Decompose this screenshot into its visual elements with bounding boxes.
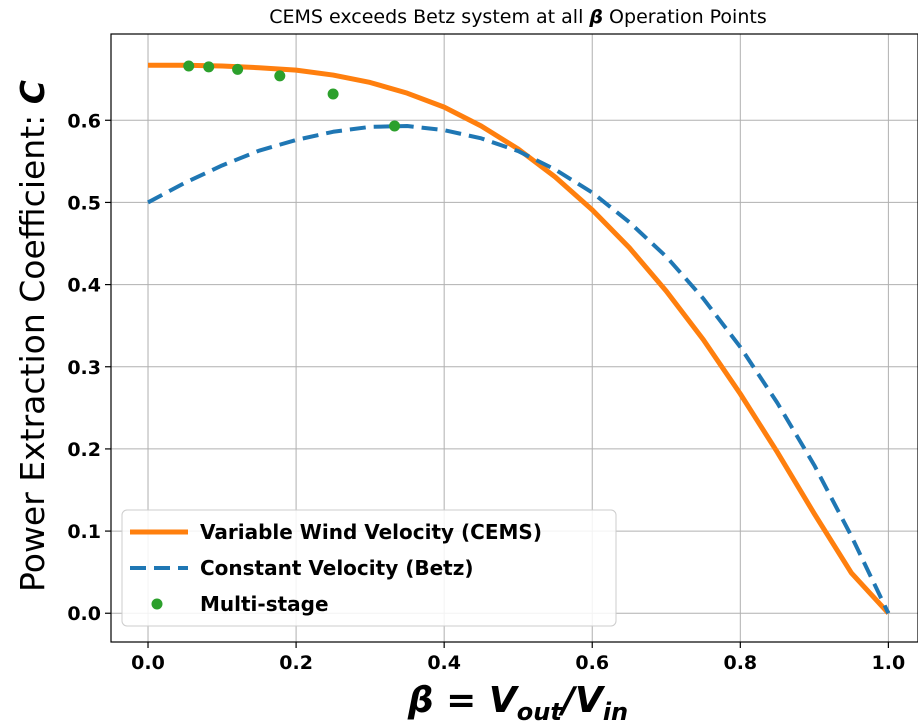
legend: Variable Wind Velocity (CEMS) Constant V…: [121, 509, 617, 627]
multistage-point: [389, 120, 401, 132]
y-tick-label: 0.6: [67, 110, 101, 132]
xlabel-eq: =: [434, 680, 489, 721]
xlabel-slash: /V: [558, 680, 606, 721]
legend-label-cems: Variable Wind Velocity (CEMS): [200, 520, 542, 544]
legend-label-multistage: Multi-stage: [200, 592, 329, 616]
chart-title: CEMS exceeds Betz system at all β Operat…: [269, 6, 766, 28]
xlabel-in: in: [603, 698, 628, 723]
y-tick-label: 0.1: [67, 521, 101, 543]
y-tick-label: 0.4: [67, 275, 101, 297]
xlabel-beta: β: [407, 680, 434, 721]
y-tick-label: 0.0: [67, 603, 101, 625]
legend-label-betz: Constant Velocity (Betz): [200, 556, 474, 580]
xlabel-v: V: [489, 680, 520, 721]
y-axis-label: Power Extraction Coefficient: C: [13, 80, 52, 592]
ylabel-symbol: C: [13, 80, 52, 104]
title-symbol: β: [588, 6, 603, 28]
multistage-point: [327, 88, 339, 100]
legend-box: [121, 509, 617, 627]
x-tick-label: 0.2: [279, 652, 313, 674]
ylabel-text: Power Extraction Coefficient:: [13, 104, 52, 592]
x-tick-label: 0.6: [575, 652, 609, 674]
x-axis-label: β = Vout/Vin: [407, 680, 628, 723]
x-tick-label: 1.0: [872, 652, 906, 674]
multistage-point: [203, 61, 215, 73]
multistage-point: [183, 60, 195, 72]
axes-frame: [110, 33, 918, 643]
ticks: 0.0 0.2 0.4 0.6 0.8 1.0 0.0 0.1 0.2 0.3 0.4 0.5 0.6: [67, 110, 905, 674]
y-tick-label: 0.3: [67, 357, 101, 379]
y-tick-label: 0.5: [67, 192, 101, 214]
multistage-point: [274, 70, 286, 82]
y-tick-label: 0.2: [67, 439, 101, 461]
betz-series-line: [147, 124, 891, 615]
grid: [111, 34, 918, 642]
multistage-point: [232, 63, 244, 75]
xlabel-out: out: [517, 698, 564, 723]
title-suffix: Operation Points: [603, 6, 767, 28]
plot-area: [147, 60, 891, 615]
legend-swatch-multistage: [151, 598, 163, 610]
title-prefix: CEMS exceeds Betz system at all: [269, 6, 589, 28]
x-tick-label: 0.0: [131, 652, 165, 674]
x-tick-label: 0.4: [427, 652, 461, 674]
x-tick-label: 0.8: [723, 652, 757, 674]
